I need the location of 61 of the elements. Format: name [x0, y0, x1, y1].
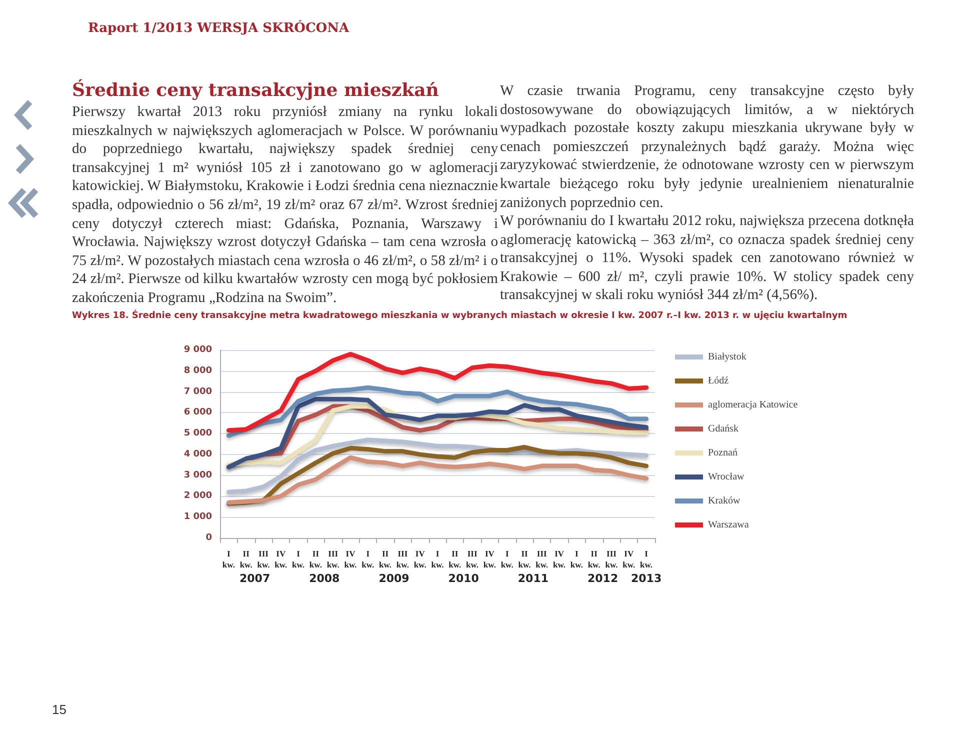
x-tick-label: IV kw.	[344, 548, 357, 570]
y-tick-label: 2 000	[184, 491, 212, 502]
x-tick-label: IV kw.	[483, 548, 496, 570]
x-tick-label: I kw.	[431, 548, 444, 570]
line-series	[226, 444, 649, 506]
text: 2011	[518, 572, 549, 585]
text: 2007	[239, 572, 270, 585]
text: 2012	[587, 572, 618, 585]
x-tick-label: III kw.	[466, 548, 479, 570]
x-tick-label: II kw.	[448, 548, 462, 570]
x-tick-label: I kw.	[570, 548, 583, 570]
y-tick-label: 4 000	[184, 449, 212, 460]
chart-title: Wykres 18. Średnie ceny transakcyjne metra kwadratowego mieszkania w wybranych miastach w okresie I kw. 2007 r.–I kw. 2013 r. w ujęciu kwartalnym	[72, 311, 848, 321]
text: 15	[52, 702, 66, 717]
x-tick-label: IV kw.	[274, 548, 288, 570]
text: W porównaniu do I kwartału 2012 roku, największa przecena dotknęła aglomerację katowicką – 363 zł/m², co oznacza spadek średniej ceny transakcyjnej o 11%. Wysoki spadek cen zanotowano również w Krakowie – 600 zł/ m², czyli prawie 10%. W stolicy spadek ceny transakcyjnej w skali roku wyniósł 344 zł/m² (4,56%).	[500, 212, 914, 305]
text: 2009	[378, 572, 410, 585]
legend-label: Warszawa	[708, 520, 750, 530]
y-tick-label: 7 000	[184, 386, 212, 397]
x-tick-label: III kw.	[536, 548, 548, 570]
line-series	[226, 385, 649, 438]
text: 2008	[309, 572, 340, 585]
x-tick-label: II kw.	[588, 548, 600, 570]
x-tick-label: IV kw.	[414, 548, 426, 570]
x-tick-label: I kw.	[362, 548, 374, 570]
legend-label: Kraków	[708, 496, 741, 506]
legend-label: Wrocław	[708, 472, 746, 482]
x-tick-label: I kw.	[640, 548, 653, 570]
y-tick-label: 1 000	[184, 512, 212, 522]
line-series	[226, 352, 649, 433]
x-tick-label: III kw.	[257, 548, 270, 570]
x-tick-label: IV kw.	[622, 548, 636, 570]
x-tick-label: I kw.	[500, 548, 514, 570]
x-tick-label: III kw.	[326, 548, 340, 570]
x-tick-label: I kw.	[222, 548, 235, 570]
y-tick-label: 3 000	[184, 470, 212, 480]
y-tick-label: 9 000	[184, 345, 212, 355]
y-tick-label: 8 000	[184, 366, 212, 376]
legend-label: aglomeracja Katowice	[708, 400, 798, 410]
line-series	[226, 455, 649, 505]
x-tick-label: II kw.	[379, 548, 392, 570]
text: Pierwszy kwartał 2013 roku przyniósł zmiany na rynku lokali mieszkalnych w największych aglomeracjach w Polsce. W porównaniu do poprzedniego kwartału, największy spadek średniej ceny transakcyjnej 1 m² wyniósł 105 zł i zanotowano go w aglomeracji katowickiej. W Białymstoku, Krakowie i Łodzi średnia cena nieznacznie spadła, odpowiednio o 56 zł/m², 19 zł/m² oraz 67 zł/m². Wzrost średniej ceny dotyczył czterech miast: Gdańska, Poznania, Warszawy i Wrocławia. Największy wzrost dotyczył Gdańska – tam cena wzrosła o 75 zł/m². W pozostałych miastach cena wzrosła o 46 zł/m², o 58 zł/m² i o 24 zł/m². Pierwsze od kilku kwartałów wzrosty cen mogą być pokłosiem zakończenia Programu „Rodzina na Swoim”.	[72, 104, 498, 306]
legend-label: Poznań	[708, 448, 738, 458]
x-tick-label: II kw.	[240, 548, 252, 570]
legend-label: Gdańsk	[708, 424, 739, 434]
x-tick-label: III kw.	[396, 548, 409, 570]
x-tick-label: III kw.	[605, 548, 618, 570]
x-tick-label: I kw.	[292, 548, 305, 570]
x-tick-label: IV kw.	[553, 548, 566, 570]
y-tick-label: 6 000	[184, 408, 212, 418]
text: Średnie ceny transakcyjne mieszkań	[72, 80, 439, 101]
text: W czasie trwania Programu, ceny transakcyjne często były dostosowywane do obowiązujących limitów, a w niektórych wypadkach pozostałe koszty zakupu mieszkania ukrywane były w cenach pomieszczeń przynależnych bądź garaży. Można więc zaryzykować stwierdzenie, że odnotowane wzrosty cen w pierwszym kwartale bieżącego roku były jedynie urealnieniem nienaturalnie zaniżonych poprzednio cen.	[500, 82, 914, 212]
legend-label: Białystok	[708, 352, 746, 362]
y-tick-label: 5 000	[184, 428, 212, 439]
y-tick-label: 0	[206, 533, 212, 543]
text: 2013	[630, 572, 662, 585]
x-tick-label: II kw.	[518, 548, 531, 570]
text: Raport 1/2013 WERSJA SKRÓCONA	[88, 21, 350, 36]
legend-label: Łódź	[708, 376, 730, 386]
x-tick-label: II kw.	[309, 548, 322, 570]
text: 2010	[448, 572, 480, 585]
